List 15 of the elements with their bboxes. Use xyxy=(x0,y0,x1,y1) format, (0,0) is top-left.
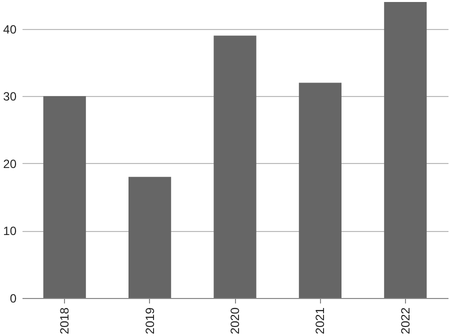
x-tick-label: 2019 xyxy=(142,307,157,334)
y-tick-label: 20 xyxy=(3,156,17,171)
x-tick-label: 2020 xyxy=(228,307,242,334)
bar xyxy=(384,2,427,298)
x-tick-label: 2022 xyxy=(398,307,412,334)
y-tick-label: 40 xyxy=(3,22,17,36)
y-tick-label: 0 xyxy=(10,292,17,306)
x-tick-label: 2021 xyxy=(313,307,328,334)
bar xyxy=(43,96,86,298)
bar xyxy=(298,82,342,298)
x-tick-label: 2018 xyxy=(58,307,72,334)
bar xyxy=(214,36,256,298)
bar xyxy=(128,176,172,298)
y-tick-label: 30 xyxy=(3,90,17,104)
y-tick-label: 10 xyxy=(3,224,17,238)
